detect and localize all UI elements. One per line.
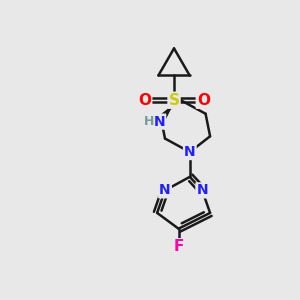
Text: N: N xyxy=(159,183,171,197)
Text: N: N xyxy=(154,115,165,129)
Text: N: N xyxy=(184,145,196,159)
Text: O: O xyxy=(138,93,151,108)
Text: N: N xyxy=(196,183,208,197)
Text: S: S xyxy=(169,93,179,108)
Text: F: F xyxy=(173,239,184,254)
Text: O: O xyxy=(197,93,210,108)
Text: H: H xyxy=(144,115,154,128)
